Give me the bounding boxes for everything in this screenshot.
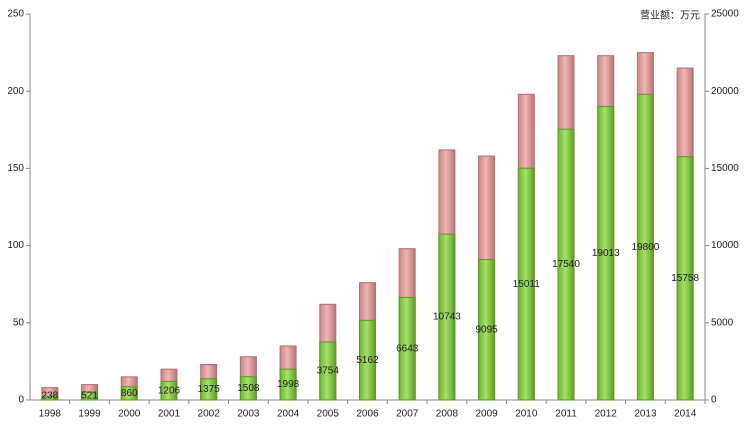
x-tick-label: 2004 [277,409,300,420]
bar-revenue [398,296,416,401]
data-label: 1508 [237,383,260,394]
data-label: 10743 [433,312,461,323]
y2-tick-label: 15000 [711,163,739,174]
bar-revenue [557,128,575,401]
bar-revenue [239,376,257,401]
data-label: 9095 [475,324,498,335]
data-label: 521 [81,391,98,402]
y2-tick-label: 5000 [711,317,734,328]
y2-tick-label: 20000 [711,86,739,97]
bar-revenue [160,380,178,401]
y2-tick-label: 25000 [711,9,739,20]
data-label: 15758 [671,273,699,284]
bar-revenue [41,395,59,401]
unit-annotation: 营业额：万元 [640,9,700,22]
bar-revenue [319,341,337,401]
x-tick-label: 2006 [356,409,379,420]
data-label: 3754 [317,366,340,377]
x-tick-label: 2005 [317,409,340,420]
data-label: 1998 [277,379,300,390]
x-tick-label: 2007 [396,409,419,420]
y-tick-label: 0 [18,395,24,406]
bar-revenue [517,167,535,401]
y-tick-label: 50 [13,317,25,328]
y2-tick-label: 10000 [711,240,739,251]
x-tick-label: 2000 [118,409,141,420]
x-tick-label: 2013 [634,409,657,420]
x-tick-label: 2002 [198,409,221,420]
y-tick-label: 100 [7,240,24,251]
bar-revenue [200,378,218,401]
x-tick-label: 2011 [555,409,577,420]
bar-revenue [676,156,694,401]
y-tick-label: 150 [7,163,24,174]
data-label: 19800 [632,242,660,253]
x-tick-label: 2012 [595,409,618,420]
data-label: 5162 [356,355,379,366]
data-label: 15011 [513,279,541,290]
bar-revenue [438,233,456,401]
x-tick-label: 2003 [237,409,260,420]
data-label: 238 [42,391,59,402]
data-label: 6643 [396,343,419,354]
x-tick-label: 2008 [436,409,459,420]
data-label: 860 [121,388,138,399]
bar-revenue [478,259,496,401]
y2-tick-label: 0 [711,395,717,406]
x-tick-label: 2010 [515,409,538,420]
bar-revenue [120,386,138,401]
bar-revenue [359,319,376,401]
data-label: 19013 [592,248,620,259]
y-tick-label: 250 [7,9,24,20]
bar-revenue [279,368,297,401]
data-label: 1206 [158,385,181,396]
data-label: 17540 [552,259,580,270]
bar-revenue [636,93,654,401]
y-tick-label: 200 [7,86,24,97]
x-tick-label: 2001 [158,409,181,420]
bar-revenue [81,391,99,401]
x-tick-label: 1998 [39,409,62,420]
x-tick-label: 2009 [475,409,498,420]
x-tick-label: 1999 [78,409,101,420]
x-tick-label: 2014 [674,409,697,420]
bar-revenue [597,105,615,401]
data-label: 1375 [198,384,221,395]
